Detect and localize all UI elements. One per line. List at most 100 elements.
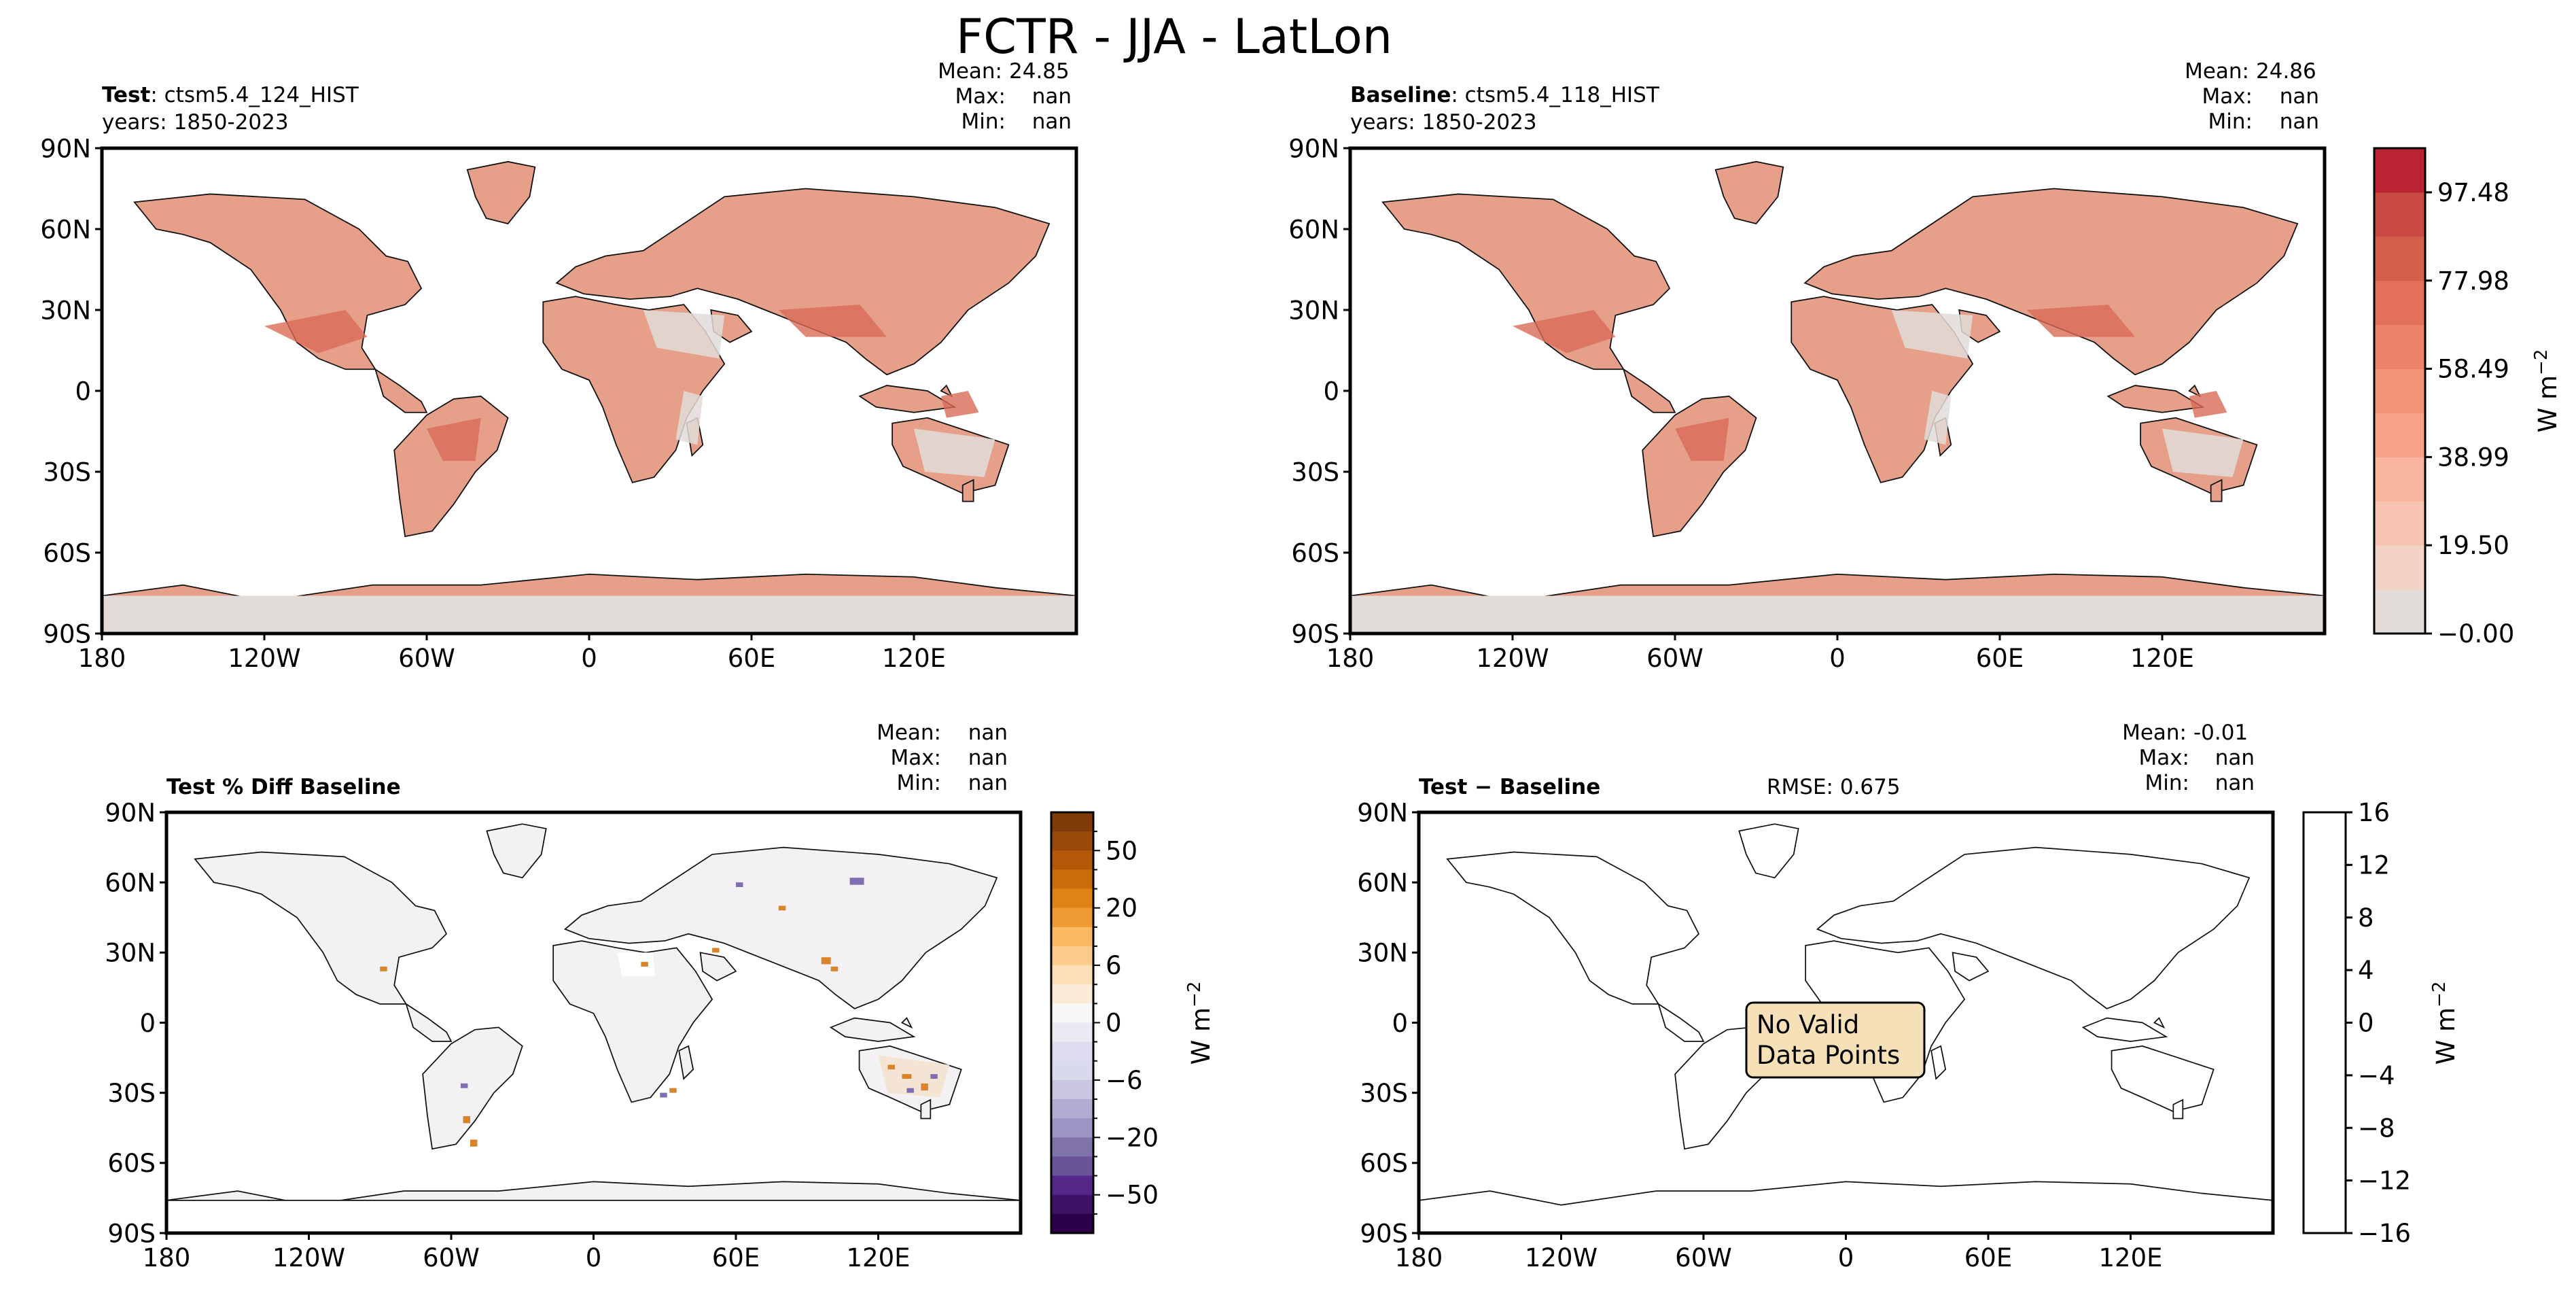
stats-max-label: Max: bbox=[955, 84, 1006, 109]
x-tick-label: 120W bbox=[272, 1243, 345, 1272]
x-tick-label: 60W bbox=[398, 644, 455, 673]
colorbar-band bbox=[1051, 1099, 1093, 1119]
stats-max-value: nan bbox=[968, 746, 1008, 770]
map-abs-diff-yticks: 90N 60N 30N 0 30S 60S 90S bbox=[1357, 798, 1419, 1248]
stats-min-label: Min: bbox=[2145, 771, 2189, 795]
x-tick-label: 120W bbox=[228, 644, 300, 673]
panel-baseline-title-bold: Baseline bbox=[1350, 83, 1451, 107]
map-baseline bbox=[1350, 148, 2325, 634]
annotation-line-1: No Valid bbox=[1757, 1010, 1859, 1039]
stats-mean-value: -0.01 bbox=[2193, 721, 2248, 745]
panel-pct-diff-stats: Mean: nan Max: nan Min: nan bbox=[877, 721, 1008, 795]
x-tick-label: 120E bbox=[882, 644, 946, 673]
stats-mean-value: 24.85 bbox=[1009, 59, 1070, 84]
colorbar-band bbox=[1051, 1079, 1093, 1100]
colorbar-pct-diff: 50 20 6 0 −6 −20 −50 W m−2 bbox=[1050, 811, 1216, 1234]
colorbar-fctr-frame bbox=[2373, 147, 2427, 635]
colorbar-fctr: 97.48 77.98 58.49 38.99 19.50 −0.00 W m−2 bbox=[2373, 147, 2562, 648]
colorbar-band bbox=[2374, 368, 2425, 413]
colorbar-tick-label: 6 bbox=[1106, 951, 1122, 980]
colorbar-band bbox=[2374, 192, 2425, 237]
stats-mean-label: Mean: bbox=[2185, 59, 2249, 84]
colorbar-tick-label: 77.98 bbox=[2437, 266, 2509, 296]
stats-max-value: nan bbox=[2215, 746, 2255, 770]
stats-min-value: nan bbox=[2280, 109, 2319, 134]
colorbar-band bbox=[1051, 1003, 1093, 1023]
colorbar-tick-label: 0 bbox=[1106, 1009, 1122, 1038]
colorbar-band bbox=[1051, 946, 1093, 966]
colorbar-tick-label: 97.48 bbox=[2437, 178, 2509, 207]
x-tick-label: 180 bbox=[143, 1243, 191, 1272]
y-tick-label: 30N bbox=[40, 296, 91, 325]
y-tick-label: 30N bbox=[1357, 939, 1408, 968]
map-baseline-xticks: 180 120W 60W 0 60E 120E bbox=[1326, 634, 2194, 673]
colorbar-abs-diff-unit: W m−2 bbox=[2429, 982, 2460, 1065]
colorbar-tick-label: −16 bbox=[2358, 1219, 2411, 1248]
map-abs-diff-xticks: 180 120W 60W 0 60E 120E bbox=[1395, 1233, 2163, 1272]
map-pct-diff-xticks: 180 120W 60W 0 60E 120E bbox=[143, 1233, 911, 1272]
map-test-yticks: 90N 60N 30N 0 30S 60S 90S bbox=[40, 134, 102, 648]
colorbar-band bbox=[1051, 907, 1093, 928]
colorbar-pct-diff-ticks: 50 20 6 0 −6 −20 −50 bbox=[1093, 831, 1159, 1215]
stats-max-value: nan bbox=[1032, 84, 1072, 109]
map-pct-diff bbox=[166, 812, 1021, 1234]
y-tick-label: 90N bbox=[1288, 134, 1339, 163]
colorbar-tick-label: −4 bbox=[2358, 1061, 2395, 1090]
panel-abs-diff-title-rest: − Baseline bbox=[1467, 775, 1600, 799]
y-tick-label: 90N bbox=[105, 798, 156, 827]
colorbar-fctr-blocks bbox=[2374, 148, 2425, 634]
colorbar-band bbox=[1051, 850, 1093, 870]
panel-test: Test: ctsm5.4_124_HIST years: 1850-2023 … bbox=[40, 59, 1078, 673]
colorbar-band bbox=[1051, 1213, 1093, 1234]
colorbar-band bbox=[2374, 148, 2425, 193]
panel-pct-diff-title: Test % Diff Baseline bbox=[166, 775, 401, 799]
panel-test-stats: Mean: 24.85 Max: nan Min: nan bbox=[938, 59, 1072, 134]
x-tick-label: 60E bbox=[1964, 1243, 2012, 1272]
colorbar-band bbox=[1051, 984, 1093, 1004]
x-tick-label: 120W bbox=[1476, 644, 1549, 673]
colorbar-band bbox=[2374, 236, 2425, 281]
y-tick-label: 90N bbox=[40, 134, 91, 163]
x-tick-label: 60W bbox=[1675, 1243, 1732, 1272]
colorbar-band bbox=[2374, 457, 2425, 502]
colorbar-band bbox=[1051, 1175, 1093, 1196]
colorbar-band bbox=[2374, 589, 2425, 634]
y-tick-label: 60N bbox=[1357, 868, 1408, 897]
stats-min-value: nan bbox=[968, 771, 1008, 795]
map-test-xticks: 180 120W 60W 0 60E 120E bbox=[78, 634, 946, 673]
y-tick-label: 90S bbox=[107, 1219, 156, 1248]
colorbar-band bbox=[2374, 324, 2425, 370]
y-tick-label: 0 bbox=[139, 1009, 156, 1038]
y-tick-label: 60N bbox=[40, 215, 91, 244]
colorbar-band bbox=[1051, 888, 1093, 909]
annotation-line-2: Data Points bbox=[1757, 1041, 1900, 1070]
colorbar-tick-label: −6 bbox=[1106, 1066, 1143, 1095]
panel-pct-diff: Test % Diff Baseline Mean: nan Max: nan … bbox=[105, 721, 1023, 1272]
colorbar-fctr-ticks: 97.48 77.98 58.49 38.99 19.50 −0.00 bbox=[2425, 178, 2514, 648]
colorbar-tick-label: −12 bbox=[2358, 1166, 2411, 1196]
colorbar-abs-diff-ticks: 16 12 8 4 0 −4 −8 −12 −16 bbox=[2346, 798, 2411, 1248]
panel-baseline-stats: Mean: 24.86 Max: nan Min: nan bbox=[2185, 59, 2319, 134]
x-tick-label: 180 bbox=[1395, 1243, 1443, 1272]
stats-min-label: Min: bbox=[897, 771, 941, 795]
colorbar-tick-label: 19.50 bbox=[2437, 531, 2509, 560]
stats-mean-label: Mean: bbox=[877, 721, 941, 745]
colorbar-tick-label: 0 bbox=[2358, 1009, 2374, 1038]
no-data-annotation: No Valid Data Points bbox=[1745, 1001, 1926, 1079]
colorbar-band bbox=[1051, 831, 1093, 851]
colorbar-pct-diff-blocks bbox=[1051, 812, 1093, 1234]
stats-min-label: Min: bbox=[961, 109, 1006, 134]
y-tick-label: 30S bbox=[1360, 1079, 1408, 1108]
stats-min-value: nan bbox=[2215, 771, 2255, 795]
stats-mean-value: nan bbox=[968, 721, 1008, 745]
svg-text:Test: ctsm5.4_124_HIST: Test: ctsm5.4_124_HIST bbox=[102, 83, 359, 107]
y-tick-label: 90S bbox=[43, 619, 91, 648]
y-tick-label: 0 bbox=[1392, 1009, 1408, 1038]
x-tick-label: 0 bbox=[1838, 1243, 1854, 1272]
stats-mean-label: Mean: bbox=[2122, 721, 2187, 745]
y-tick-label: 60N bbox=[105, 868, 156, 897]
colorbar-band bbox=[2374, 413, 2425, 457]
y-tick-label: 30N bbox=[1288, 296, 1339, 325]
colorbar-fctr-unit: W m−2 bbox=[2531, 349, 2562, 433]
